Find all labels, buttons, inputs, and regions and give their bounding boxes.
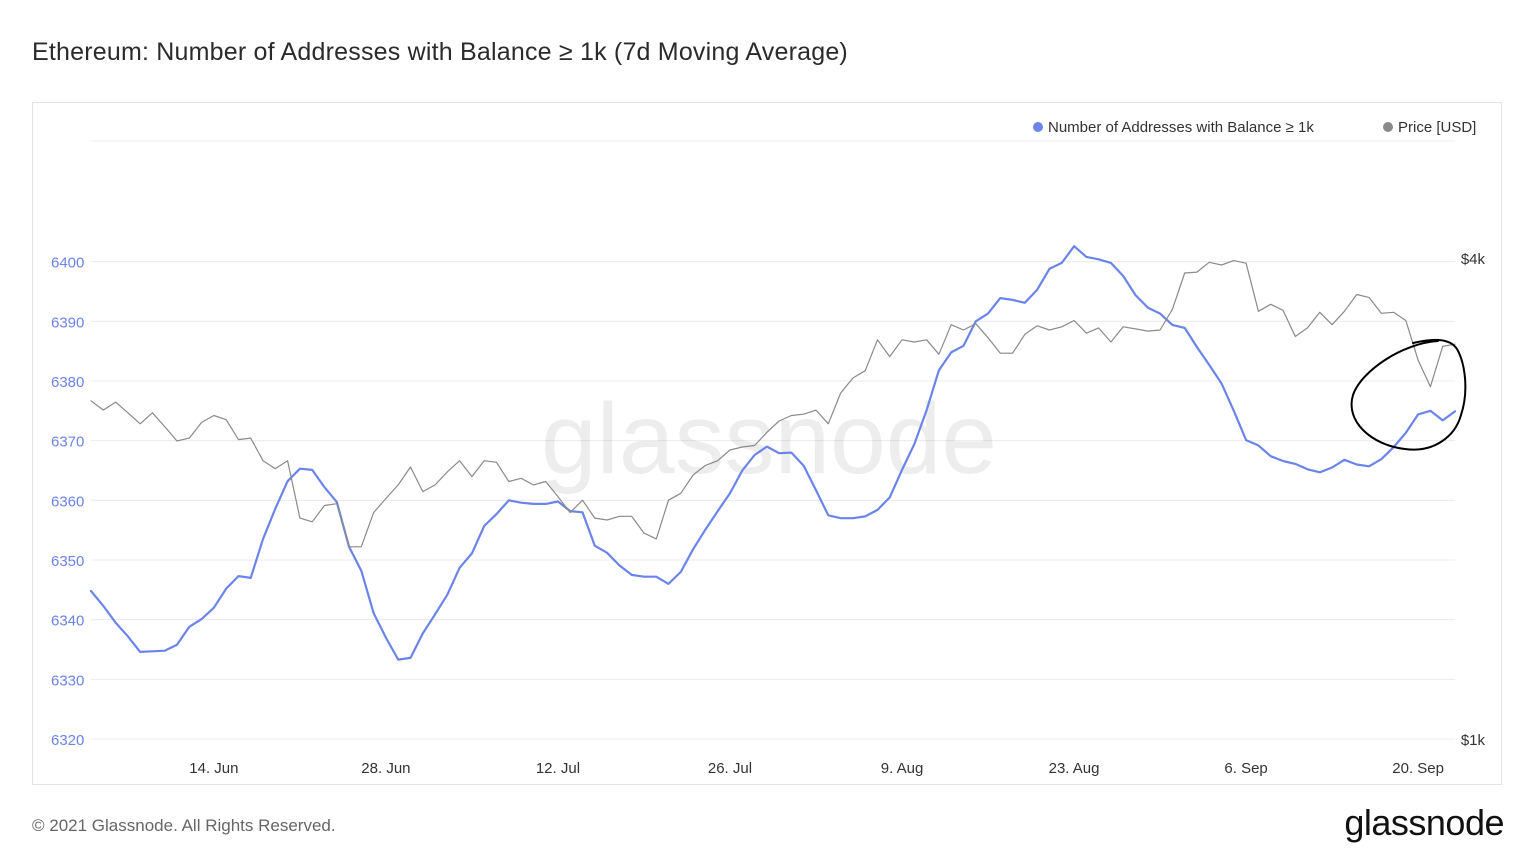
y-left-tick-label: 6360 <box>51 493 84 510</box>
x-tick-label: 26. Jul <box>708 760 752 777</box>
chart-panel: glassnode 6320 6330 6340 6350 6360 6370 6380 63… <box>32 102 1502 785</box>
y-left-tick-label: 6380 <box>51 374 84 391</box>
y-left-tick-label: 6340 <box>51 613 84 630</box>
series-line-addresses <box>89 245 1457 661</box>
y-left-tick-label: 6320 <box>51 732 84 749</box>
chart-title: Ethereum: Number of Addresses with Balan… <box>32 38 848 66</box>
series-line-price <box>90 260 1456 548</box>
x-tick-label: 6. Sep <box>1224 760 1267 777</box>
x-tick-label: 9. Aug <box>881 760 924 777</box>
y-left-tick-label: 6370 <box>51 434 84 451</box>
legend-swatch <box>1383 122 1393 132</box>
y-left-tick-label: 6390 <box>51 314 84 331</box>
y-right-tick-label: $1k <box>1461 732 1486 749</box>
legend-swatch <box>1033 122 1043 132</box>
series-lines <box>89 245 1457 661</box>
watermark: glassnode <box>541 383 997 495</box>
legend-item-addresses[interactable]: Number of Addresses with Balance ≥ 1k <box>1048 119 1314 136</box>
y-left-tick-label: 6350 <box>51 553 84 570</box>
axis-labels: 6320 6330 6340 6350 6360 6370 6380 6390 6400 $1k $… <box>51 251 1485 777</box>
grid-lines <box>91 140 1455 740</box>
legend[interactable]: Number of Addresses with Balance ≥ 1k Pri… <box>1033 119 1476 136</box>
x-tick-label: 20. Sep <box>1392 760 1444 777</box>
y-left-tick-label: 6330 <box>51 672 84 689</box>
legend-item-price[interactable]: Price [USD] <box>1398 119 1476 136</box>
copyright-footer: © 2021 Glassnode. All Rights Reserved. <box>32 816 336 835</box>
y-right-tick-label: $4k <box>1461 251 1486 268</box>
x-tick-label: 23. Aug <box>1049 760 1100 777</box>
x-tick-label: 12. Jul <box>536 760 580 777</box>
y-left-tick-label: 6400 <box>51 255 84 272</box>
brand-logo[interactable]: glassnode <box>1344 802 1504 843</box>
annotation-circle <box>1350 338 1467 451</box>
chart-svg: glassnode 632063306340635063606370638063… <box>51 119 1485 777</box>
x-tick-label: 14. Jun <box>189 760 238 777</box>
x-tick-label: 28. Jun <box>361 760 410 777</box>
